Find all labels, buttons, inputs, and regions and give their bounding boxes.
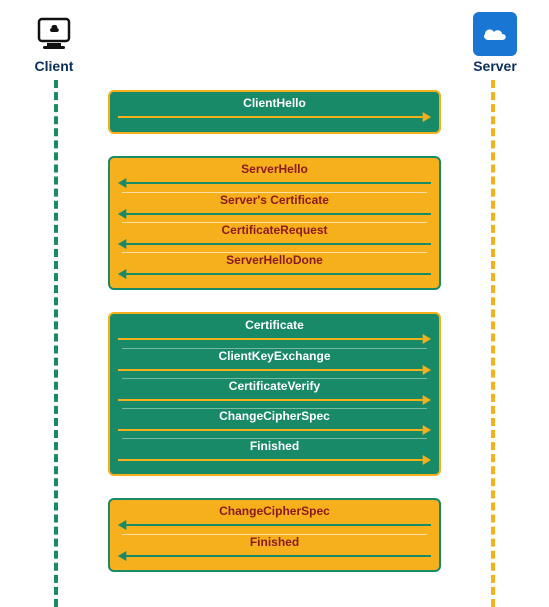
msg-label: Certificate xyxy=(122,318,427,332)
block-server-hello: ServerHello Server's Certificate Certifi… xyxy=(108,156,441,290)
arrow-left-icon xyxy=(118,237,431,251)
arrow-right-icon xyxy=(118,393,431,407)
block-client-hello: ClientHello xyxy=(108,90,441,134)
client-endpoint: Client xyxy=(14,12,94,74)
msg-row: Server's Certificate xyxy=(122,192,427,222)
server-endpoint: Server xyxy=(455,12,535,74)
msg-row: CertificateVerify xyxy=(122,378,427,408)
server-lifeline xyxy=(491,80,495,607)
msg-label: ChangeCipherSpec xyxy=(122,409,427,423)
msg-label: ServerHello xyxy=(122,162,427,176)
arrow-right-icon xyxy=(118,363,431,377)
client-lifeline xyxy=(54,80,58,607)
msg-label: CertificateVerify xyxy=(122,379,427,393)
block-server-finished: ChangeCipherSpec Finished xyxy=(108,498,441,572)
msg-row: ChangeCipherSpec xyxy=(122,408,427,438)
arrow-left-icon xyxy=(118,518,431,532)
msg-row: ChangeCipherSpec xyxy=(122,504,427,534)
msg-label: Finished xyxy=(122,439,427,453)
arrow-left-icon xyxy=(118,549,431,563)
msg-label: ChangeCipherSpec xyxy=(122,504,427,518)
arrow-left-icon xyxy=(118,207,431,221)
server-cloud-icon xyxy=(455,12,535,56)
msg-label: ClientKeyExchange xyxy=(122,349,427,363)
msg-row: Finished xyxy=(122,438,427,468)
arrow-left-icon xyxy=(118,176,431,190)
msg-row: Finished xyxy=(122,534,427,564)
msg-label: CertificateRequest xyxy=(122,223,427,237)
client-monitor-icon xyxy=(14,12,94,56)
tls-handshake-diagram: Client Server ClientHello xyxy=(0,0,549,607)
msg-row: ServerHello xyxy=(122,162,427,192)
msg-label: ClientHello xyxy=(122,96,427,110)
msg-row: Certificate xyxy=(122,318,427,348)
arrow-right-icon xyxy=(118,332,431,346)
msg-label: Finished xyxy=(122,535,427,549)
message-blocks: ClientHello ServerHello Server's Certifi… xyxy=(108,90,441,594)
msg-label: Server's Certificate xyxy=(122,193,427,207)
msg-row: ServerHelloDone xyxy=(122,252,427,282)
block-client-key-exchange: Certificate ClientKeyExchange Certificat… xyxy=(108,312,441,476)
arrow-right-icon xyxy=(118,110,431,124)
msg-row: ClientHello xyxy=(122,96,427,126)
arrow-left-icon xyxy=(118,267,431,281)
client-label: Client xyxy=(14,58,94,74)
server-label: Server xyxy=(455,58,535,74)
msg-row: CertificateRequest xyxy=(122,222,427,252)
msg-label: ServerHelloDone xyxy=(122,253,427,267)
arrow-right-icon xyxy=(118,453,431,467)
msg-row: ClientKeyExchange xyxy=(122,348,427,378)
arrow-right-icon xyxy=(118,423,431,437)
